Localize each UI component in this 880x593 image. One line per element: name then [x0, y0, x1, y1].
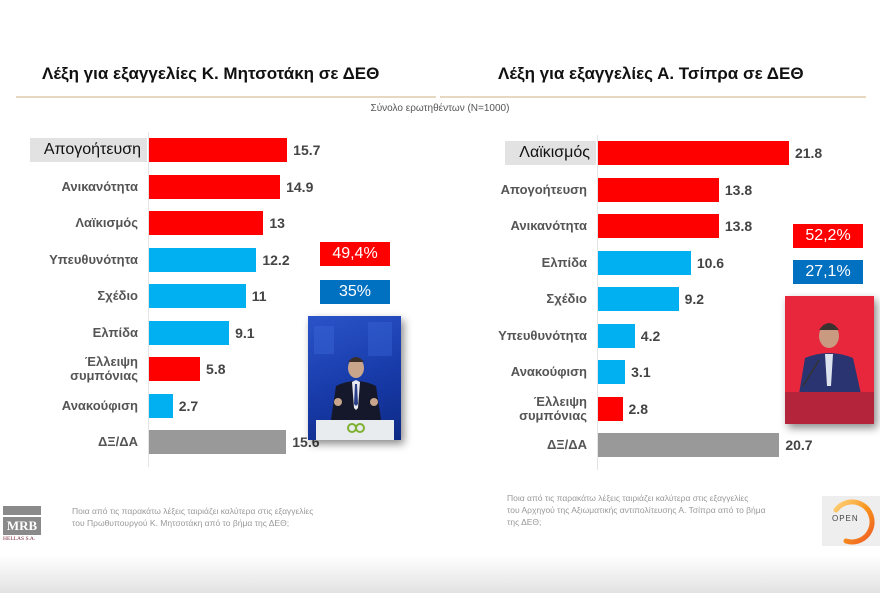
- bar-negative: [149, 211, 264, 235]
- chart-axis-line: [597, 135, 598, 470]
- bar-negative: [149, 357, 201, 381]
- bar-positive: [598, 360, 626, 384]
- category-label: Σχέδιο: [97, 288, 138, 303]
- bar-value-label: 12.2: [262, 251, 290, 268]
- bar-negative: [598, 396, 623, 421]
- left-question-footnote: Ποια από τις παρακάτω λέξεις ταιριάζει κ…: [72, 506, 314, 528]
- bottom-gradient: [0, 555, 880, 593]
- bar-neutral: [598, 433, 780, 457]
- sample-size-subtitle: Σύνολο ερωτηθέντων (N=1000): [370, 103, 510, 114]
- category-label: ΔΞ/ΔΑ: [97, 434, 138, 449]
- bar-value-label: 9.2: [684, 291, 705, 307]
- category-label: Έλλειψη συμπόνιας: [519, 393, 587, 423]
- bar-value-label: 13.8: [724, 181, 753, 198]
- bar-row: Ανακούφιση 3.1: [0, 360, 880, 384]
- bar-value-label: 2.7: [178, 397, 199, 414]
- bar-value-label: 9.1: [235, 324, 255, 341]
- bar-row: ΔΞ/ΔΑ 20.7: [0, 433, 880, 457]
- category-label: Απογοήτευση: [500, 181, 587, 197]
- open-tv-logo: OPEN: [822, 496, 880, 546]
- bar-value-label: 4.2: [640, 327, 661, 344]
- bar-row: Ελπίδα 9.1: [0, 320, 880, 345]
- bar-positive: [598, 323, 635, 348]
- bar-value-label: 13.8: [724, 218, 753, 234]
- bar-positive: [598, 287, 679, 311]
- bar-row: Λαϊκισμός 21.8: [0, 141, 880, 165]
- bar-value-label: 10.6: [696, 254, 725, 271]
- bar-value-label: 11: [251, 288, 267, 304]
- bar-row: Απογοήτευση 13.8: [0, 177, 880, 202]
- mitsotakis-photo: [308, 316, 401, 440]
- title-divider: [16, 96, 436, 98]
- category-label: Ανακούφιση: [61, 397, 138, 413]
- mrb-logo: MRB HELLAS S.A.: [3, 506, 43, 546]
- bar-positive: [149, 284, 246, 308]
- right-positive-total-badge: 27,1%: [793, 260, 863, 284]
- category-label: Ανικανότητα: [61, 178, 138, 194]
- bar-row: Έλλειψη συμπόνιας 2.8: [0, 393, 880, 423]
- speaker-figure-icon: [785, 323, 874, 424]
- tsipras-photo: [785, 296, 874, 424]
- bar-row: Ανικανότητα 14.9: [0, 174, 880, 199]
- right-chart-title: Λέξη για εξαγγελίες Α. Τσίπρα σε ΔΕΘ: [498, 64, 804, 83]
- bar-value-label: 2.8: [628, 400, 648, 417]
- left-negative-total-badge: 49,4%: [320, 242, 390, 266]
- bar-positive: [149, 393, 173, 418]
- category-label: Υπευθυνότητα: [49, 251, 138, 267]
- bar-value-label: 13: [269, 215, 285, 231]
- bar-positive: [598, 250, 691, 275]
- bar-positive: [149, 320, 230, 345]
- category-label: ΔΞ/ΔΑ: [546, 437, 587, 452]
- bar-positive: [149, 247, 257, 272]
- category-label: Σχέδιο: [546, 291, 587, 306]
- bar-row: Απογοήτευση 15.7: [0, 138, 880, 162]
- open-logo-ring-icon: [833, 499, 875, 545]
- bar-row: Σχέδιο 11: [0, 284, 880, 308]
- chart-axis-line: [148, 132, 149, 467]
- bar-value-label: 14.9: [286, 178, 314, 195]
- right-negative-total-badge: 52,2%: [793, 224, 863, 248]
- title-divider: [440, 96, 866, 98]
- bar-value-label: 20.7: [785, 437, 813, 453]
- category-label: Υπευθυνότητα: [498, 327, 587, 343]
- speaker-figure-icon: [314, 322, 394, 440]
- bar-row: Υπευθυνότητα 4.2: [0, 323, 880, 348]
- bar-negative: [598, 214, 719, 238]
- bar-value-label: 5.8: [206, 361, 226, 377]
- category-label: Έλλειψη συμπόνιας: [70, 354, 138, 383]
- bar-neutral: [149, 430, 287, 454]
- bar-row: Ανικανότητα 13.8: [0, 214, 880, 238]
- bar-row: Σχέδιο 9.2: [0, 287, 880, 311]
- bar-negative: [149, 138, 288, 162]
- left-chart-title: Λέξη για εξαγγελίες Κ. Μητσοτάκη σε ΔΕΘ: [42, 64, 380, 83]
- bar-row: Υπευθυνότητα 12.2: [0, 247, 880, 272]
- bar-row: Ελπίδα 10.6: [0, 250, 880, 275]
- bar-row: Ανακούφιση 2.7: [0, 393, 880, 418]
- category-label: Ανακούφιση: [510, 364, 587, 379]
- bar-row: Έλλειψη συμπόνιας 5.8: [0, 354, 880, 383]
- bar-row: Λαϊκισμός 13: [0, 211, 880, 235]
- category-label: Λαϊκισμός: [75, 215, 138, 230]
- category-label: Απογοήτευση: [29, 138, 147, 162]
- bar-negative: [149, 174, 281, 199]
- category-label: Ελπίδα: [541, 254, 587, 270]
- category-label: Ελπίδα: [92, 324, 138, 340]
- bar-value-label: 3.1: [631, 364, 651, 380]
- bar-negative: [598, 141, 789, 165]
- left-positive-total-badge: 35%: [320, 280, 390, 304]
- bar-negative: [598, 177, 719, 202]
- category-label: Ανικανότητα: [510, 218, 587, 233]
- category-label: Λαϊκισμός: [505, 141, 596, 165]
- bar-value-label: 21.8: [794, 145, 823, 161]
- right-question-footnote: Ποια από τις παρακάτω λέξεις ταιριάζει κ…: [507, 493, 766, 527]
- bar-value-label: 15.7: [293, 142, 321, 158]
